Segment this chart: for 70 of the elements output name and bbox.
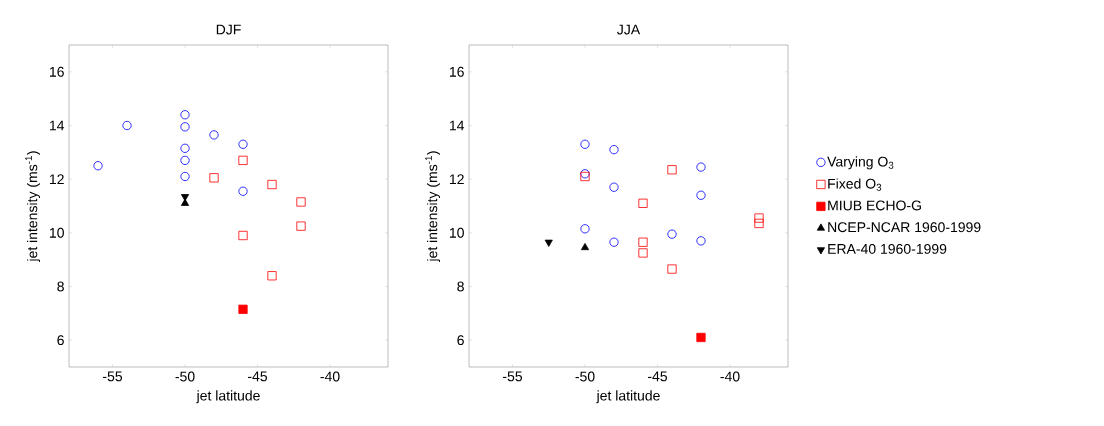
y-tick-label: 12	[49, 174, 64, 185]
y-tick-label: 16	[49, 66, 64, 77]
legend-label: ERA-40 1960-1999	[828, 243, 947, 254]
x-tick-label: -45	[248, 371, 268, 382]
point	[544, 239, 553, 247]
point	[180, 110, 190, 120]
y-tick-label: 8	[457, 281, 464, 292]
point	[609, 182, 619, 192]
chart-title: DJF	[216, 24, 241, 35]
y-tick-label: 14	[49, 120, 65, 131]
point	[238, 186, 248, 196]
y-tick-label: 6	[57, 335, 64, 346]
point	[122, 120, 132, 131]
point	[180, 194, 190, 202]
point	[238, 304, 248, 314]
y-tick-label: 12	[449, 174, 464, 185]
y-tick-label: 10	[449, 227, 464, 238]
point	[238, 230, 248, 241]
point	[209, 130, 219, 140]
point	[667, 229, 677, 239]
y-tick-label: 16	[449, 66, 464, 77]
point	[609, 145, 619, 155]
point	[296, 221, 306, 231]
legend-label: Fixed O$_{3}$	[828, 178, 882, 191]
point	[696, 236, 706, 246]
y-axis-title: jet intensity (ms$^{-1}$)	[25, 151, 41, 262]
point	[93, 161, 103, 171]
legend-label: NCEP-NCAR 1960-1999	[828, 222, 981, 233]
point	[696, 162, 706, 172]
point	[580, 242, 590, 251]
x-tick-label: -45	[648, 371, 668, 382]
x-axis-title: jet latitude	[596, 390, 660, 404]
y-tick-label: 8	[57, 281, 64, 292]
point	[267, 271, 277, 281]
point	[209, 173, 219, 183]
point	[296, 197, 306, 207]
x-tick-label: -40	[720, 371, 740, 382]
x-tick-label: -50	[175, 371, 195, 382]
x-tick-label: -55	[103, 371, 123, 382]
point	[267, 179, 277, 190]
y-tick-label: 14	[449, 120, 465, 131]
point	[638, 248, 648, 258]
chart-title: JJA	[617, 24, 641, 35]
x-tick-label: -50	[575, 371, 595, 382]
point	[609, 237, 619, 247]
point	[180, 198, 190, 206]
y-tick-label: 6	[457, 335, 464, 346]
point	[580, 139, 590, 149]
point	[238, 155, 248, 165]
y-tick-label: 10	[49, 227, 64, 238]
point	[180, 143, 190, 153]
x-tick-label: -55	[503, 371, 523, 382]
point	[667, 165, 677, 175]
point	[696, 332, 706, 343]
point	[754, 213, 764, 223]
point	[580, 224, 590, 234]
point	[754, 218, 764, 229]
point	[238, 139, 248, 149]
point	[180, 171, 190, 182]
legend-label: Varying O$_{3}$	[827, 156, 894, 170]
point	[638, 198, 648, 208]
x-axis-title: jet latitude	[196, 390, 260, 404]
legend-label: MIUB ECHO-G	[828, 200, 921, 211]
point	[696, 190, 706, 200]
point	[667, 264, 677, 274]
point	[638, 237, 648, 247]
x-tick-label: -40	[320, 371, 340, 382]
point	[180, 155, 190, 165]
y-axis-title: jet intensity (ms$^{-1}$)	[425, 151, 441, 262]
point	[180, 122, 190, 132]
